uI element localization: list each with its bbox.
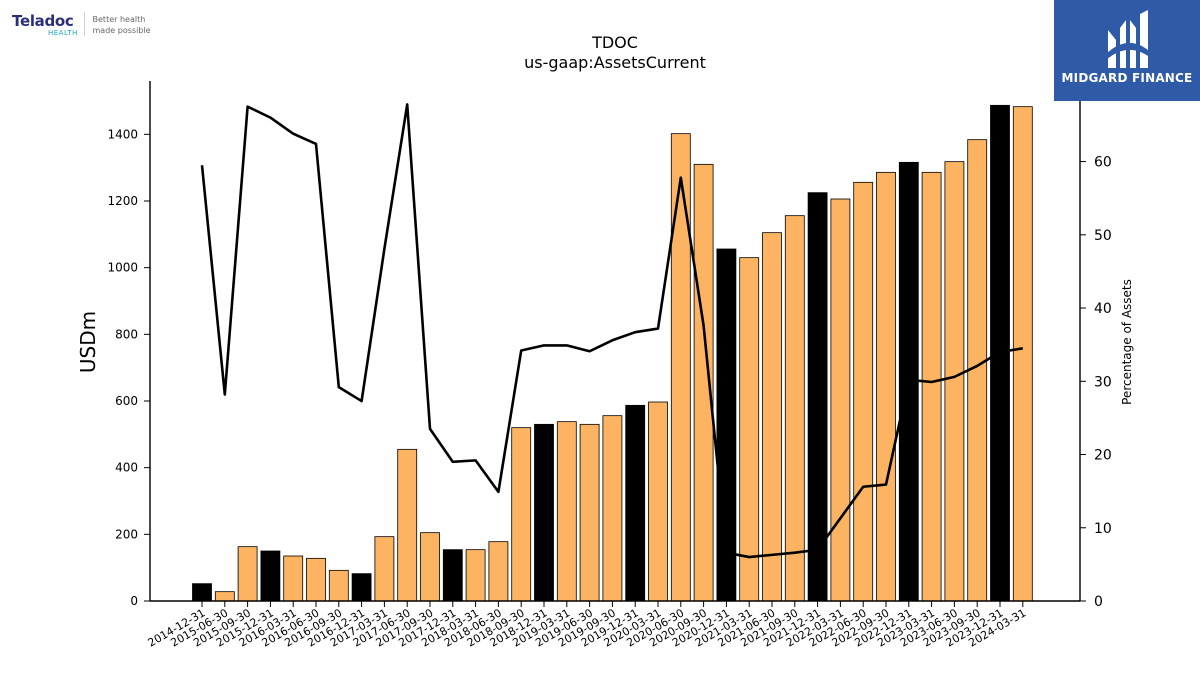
y-tick-label: 1000 [107,261,138,275]
teladoc-logo-sub: HEALTH [48,29,78,37]
y2-axis-label: Percentage of Assets [1120,279,1134,405]
bar [830,198,851,602]
bar [944,161,965,602]
bar [442,549,463,602]
bar [648,401,668,602]
y2-tick-label: 30 [1094,374,1112,390]
bar [351,573,372,602]
bar [260,550,281,602]
tagline-line-2: made possible [92,26,151,35]
y-tick-label: 1200 [107,194,138,208]
bar [534,423,554,602]
bar [214,591,235,602]
bar [488,541,509,602]
bar [237,546,258,602]
bar [306,557,326,602]
bar [625,404,646,602]
bar [374,536,395,602]
teladoc-logo: Teladoc HEALTH Better health made possib… [12,12,163,42]
y2-tick-label: 60 [1094,155,1112,171]
midgard-finance-logo: MIDGARD FINANCE [1054,0,1200,101]
percentage-line-layer [200,103,1024,559]
bar [192,583,212,602]
y2-tick-label: 50 [1094,228,1112,244]
y-tick-label: 800 [115,327,138,341]
bar [762,232,782,602]
bar [397,448,418,602]
y-tick-label: 400 [115,461,138,475]
bar [420,532,440,602]
bar [556,421,577,602]
bar [465,549,486,602]
bar [784,215,805,602]
y2-tick-label: 40 [1094,301,1112,317]
bar [921,171,942,602]
y2-tick-label: 20 [1094,448,1112,464]
bar [876,171,896,602]
bar [328,569,349,602]
bar [1012,106,1033,602]
y-tick-label: 0 [130,594,138,608]
bar [511,427,532,602]
bar [670,133,691,602]
percentage-line [200,103,1024,559]
bar-series [192,104,1033,602]
chart-subtitle: us-gaap:AssetsCurrent [524,53,706,72]
tagline-line-1: Better health [92,15,146,24]
y2-tick-label: 0 [1094,594,1103,610]
axes: 0200400600800100012001400010203040506020… [107,81,1112,650]
teladoc-tagline: Better health made possible [93,14,163,36]
midgard-finance-name: MIDGARD FINANCE [1061,71,1193,85]
y-tick-label: 1400 [107,127,138,141]
y-tick-label: 600 [115,394,138,408]
bar [602,415,623,602]
bar [283,555,304,602]
bar [853,181,874,602]
bar [739,257,760,602]
chart-title: TDOC [591,33,638,52]
bar [579,423,600,602]
y-axis-label: USDm [76,311,100,373]
logo-divider [83,12,85,36]
y2-tick-label: 10 [1094,521,1112,537]
teladoc-logo-name: Teladoc [12,12,74,30]
midgard-emblem-icon [1106,10,1148,68]
y-tick-label: 200 [115,527,138,541]
